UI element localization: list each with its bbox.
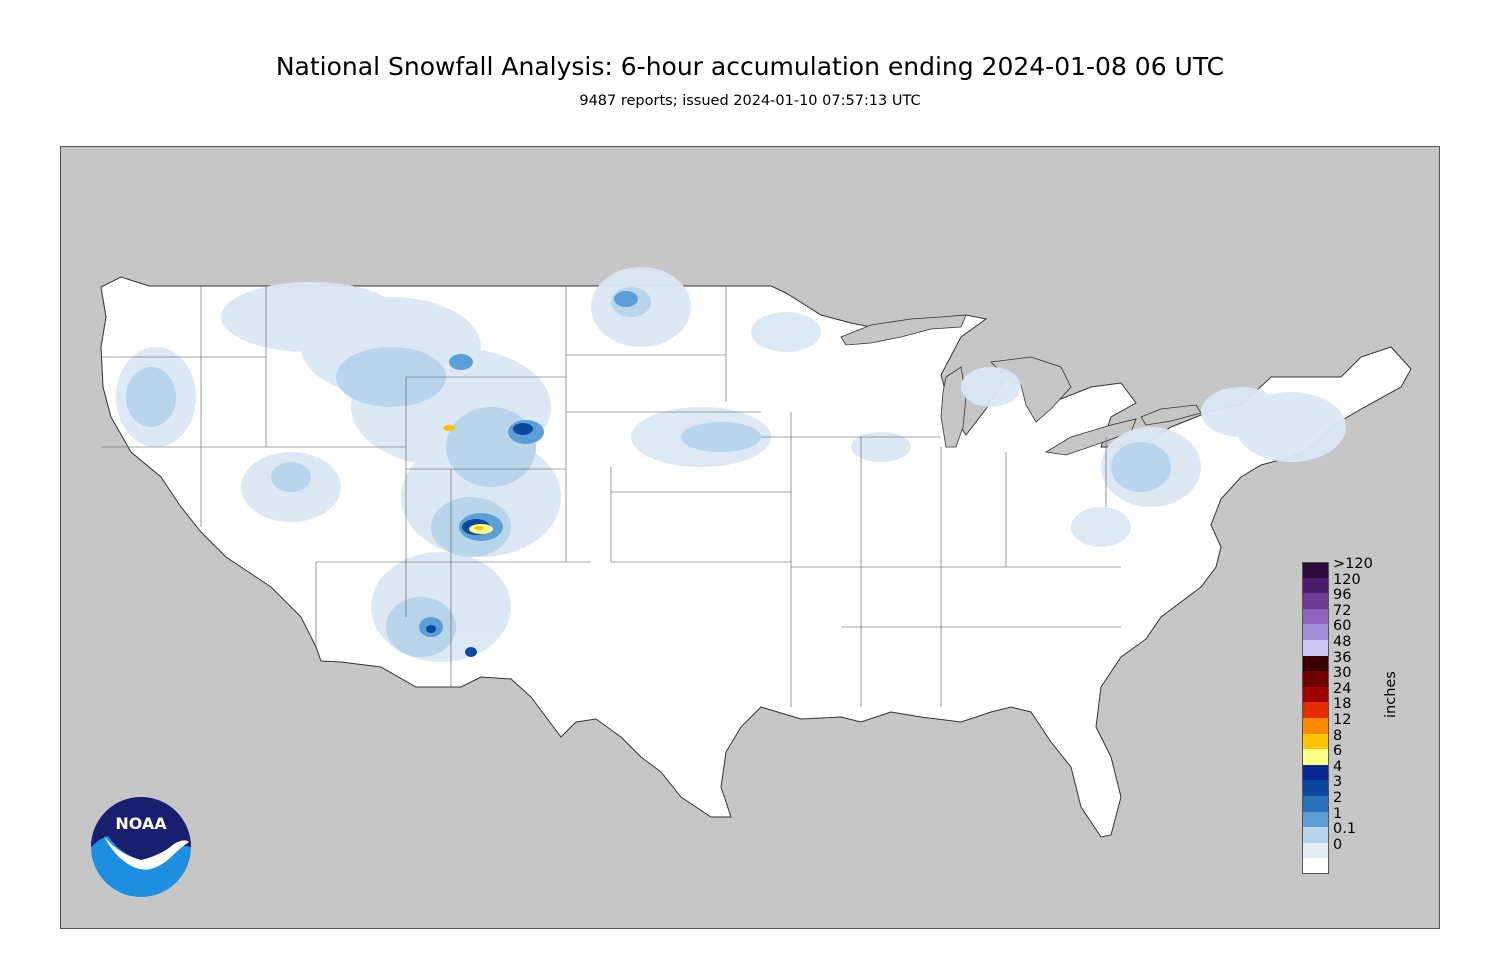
legend-swatch bbox=[1302, 608, 1329, 625]
legend-tick-label: 8 bbox=[1333, 727, 1343, 744]
legend-swatch bbox=[1302, 702, 1329, 719]
logo-navy-top bbox=[91, 797, 191, 860]
legend-tick-label: 96 bbox=[1333, 587, 1352, 604]
legend-swatch bbox=[1302, 593, 1329, 610]
legend-tick-label: 30 bbox=[1333, 665, 1352, 682]
legend-tick-label: 0.1 bbox=[1333, 821, 1357, 838]
legend-swatch bbox=[1302, 858, 1329, 874]
lake-michigan bbox=[940, 366, 967, 448]
logo-text: NOAA bbox=[115, 814, 167, 833]
lake-ontario bbox=[1140, 404, 1202, 426]
noaa-logo-icon: NOAA bbox=[91, 797, 191, 897]
legend-swatch bbox=[1302, 811, 1329, 828]
snow-extreme bbox=[443, 425, 493, 534]
legend-tick-label: 4 bbox=[1333, 758, 1343, 775]
legend-tick-label: 24 bbox=[1333, 680, 1352, 697]
legend-swatch bbox=[1302, 827, 1329, 844]
legend-swatch bbox=[1302, 640, 1329, 657]
noaa-logo: NOAA bbox=[90, 796, 192, 898]
page-subtitle: 9487 reports; issued 2024-01-10 07:57:13… bbox=[579, 93, 921, 109]
legend-swatch bbox=[1302, 780, 1329, 797]
legend-swatch bbox=[1302, 733, 1329, 750]
lake-erie bbox=[1044, 418, 1137, 456]
legend-tick-label: 0 bbox=[1333, 836, 1343, 853]
color-legend: >120 120 96 72 60 48 36 30 24 18 12 8 6 4 3 2 1 0.1 0 bbox=[1302, 557, 1402, 876]
page-title: National Snowfall Analysis: 6-hour accum… bbox=[275, 52, 1225, 81]
legend-tick-label: 36 bbox=[1333, 649, 1352, 666]
legend-swatch bbox=[1302, 562, 1329, 579]
legend-tick-label: 120 bbox=[1333, 571, 1361, 588]
legend-tick-label: 1 bbox=[1333, 805, 1343, 822]
legend-swatch bbox=[1302, 796, 1329, 813]
state-borders bbox=[101, 286, 1121, 707]
legend-tick-label: 48 bbox=[1333, 634, 1352, 650]
legend-swatch bbox=[1302, 577, 1329, 594]
legend-swatch bbox=[1302, 749, 1329, 766]
logo-gull-wing bbox=[104, 836, 189, 870]
legend-swatch bbox=[1302, 764, 1329, 781]
legend-units: inches bbox=[1383, 671, 1399, 718]
legend-tick-label: 2 bbox=[1333, 790, 1343, 806]
legend-tick-label: 60 bbox=[1333, 618, 1352, 635]
legend-swatch bbox=[1302, 671, 1329, 688]
legend-tick-label: 3 bbox=[1333, 774, 1343, 791]
legend-tick-label: 72 bbox=[1333, 602, 1352, 619]
legend-tick-label: 12 bbox=[1333, 712, 1352, 728]
legend-swatch bbox=[1302, 655, 1329, 672]
legend-swatch bbox=[1302, 624, 1329, 641]
us-land bbox=[100, 276, 1412, 838]
legend-swatch bbox=[1302, 718, 1329, 735]
lake-superior bbox=[840, 314, 967, 346]
legend-tick-label: 18 bbox=[1333, 696, 1352, 713]
snowfall-map[interactable] bbox=[60, 146, 1440, 929]
legend-swatch bbox=[1302, 842, 1329, 859]
map-canvas bbox=[100, 267, 1412, 838]
legend-tick-label: >120 bbox=[1333, 556, 1373, 572]
legend-swatch bbox=[1302, 686, 1329, 703]
legend-tick-label: 6 bbox=[1333, 743, 1343, 760]
